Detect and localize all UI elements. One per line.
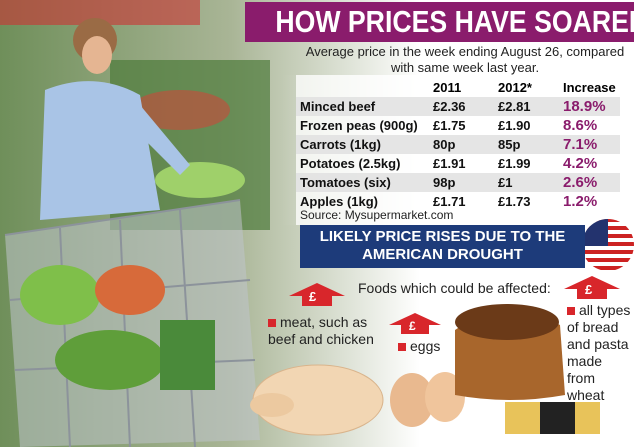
- food-item-text: meat, such as beef and chicken: [268, 314, 374, 347]
- price-cell: £1.90: [498, 118, 531, 133]
- price-cell: £1.91: [433, 156, 466, 171]
- price-cell: £1.73: [498, 194, 531, 209]
- groceries: [95, 265, 165, 315]
- price-cell: £2.36: [429, 97, 494, 116]
- source: Source: Mysupermarket.com: [300, 208, 454, 222]
- cabbage: [20, 265, 100, 325]
- subtitle: Average price in the week ending August …: [305, 44, 625, 75]
- price-cell: £1.75: [433, 118, 466, 133]
- price-cell: 98p: [429, 173, 494, 192]
- table-row: Tomatoes (six) 98p £1 2.6%: [296, 173, 620, 192]
- increase-cell: 7.1%: [559, 135, 620, 154]
- lettuce: [55, 330, 165, 390]
- food-item: all types of bread and pasta made from w…: [567, 302, 633, 404]
- row-label: Carrots (1kg): [296, 135, 429, 154]
- produce: [130, 90, 230, 130]
- table-row: Carrots (1kg) 80p 85p 7.1%: [296, 135, 620, 154]
- arrow: [564, 276, 620, 299]
- header-row: 2011 2012* Increase: [296, 78, 620, 97]
- chicken-leg: [250, 393, 294, 417]
- egg: [390, 373, 434, 427]
- row-label: Potatoes (2.5kg): [300, 156, 401, 171]
- table-row: Apples (1kg) £1.71 £1.73 1.2%: [296, 192, 620, 211]
- row-label: Apples (1kg): [300, 194, 379, 209]
- table-row: Frozen peas (900g) £1.75 £1.90 8.6%: [296, 116, 620, 135]
- price-cell: £2.81: [494, 97, 559, 116]
- pound-icon: £: [309, 289, 317, 304]
- title-text: HOW PRICES HAVE SOARED: [275, 4, 634, 39]
- pound-icon: £: [409, 319, 416, 333]
- food-item: meat, such as beef and chicken: [268, 314, 378, 348]
- row-label: Minced beef: [296, 97, 429, 116]
- table-row: Potatoes (2.5kg) £1.91 £1.99 4.2%: [296, 154, 620, 173]
- column-header: Increase: [563, 80, 616, 95]
- pound-icon: £: [585, 282, 593, 297]
- cucumbers: [160, 320, 215, 390]
- increase-cell: 2.6%: [559, 173, 620, 192]
- arrow: [389, 313, 441, 334]
- woman-arm: [130, 105, 190, 175]
- row-label: Tomatoes (six): [296, 173, 429, 192]
- pasta-label: [540, 402, 575, 434]
- price-cell: £1: [494, 173, 559, 192]
- food-item-text: all types of bread and pasta made from w…: [567, 302, 631, 403]
- food-item: eggs: [398, 338, 440, 355]
- price-cell: 80p: [429, 135, 494, 154]
- table-row: Minced beef £2.36 £2.81 18.9%: [296, 97, 620, 116]
- bread-crust: [455, 304, 559, 340]
- increase-cell: 4.2%: [563, 155, 598, 172]
- price-cell: £1.99: [498, 156, 531, 171]
- arrow: [289, 283, 345, 306]
- woman-cardigan: [40, 81, 160, 220]
- drought-banner: LIKELY PRICE RISES DUE TO THE AMERICAN D…: [300, 225, 585, 268]
- price-cell: 85p: [494, 135, 559, 154]
- price-cell: £1.71: [433, 194, 466, 209]
- produce: [155, 162, 245, 198]
- foods-heading: Foods which could be affected:: [358, 280, 551, 296]
- row-label: Frozen peas (900g): [300, 118, 418, 133]
- column-header: 2011: [433, 80, 462, 95]
- increase-cell: 1.2%: [563, 193, 598, 210]
- us-flag: [582, 219, 634, 271]
- column-header: 2012*: [498, 80, 532, 95]
- food-item-text: eggs: [410, 338, 441, 354]
- increase-cell: 18.9%: [559, 97, 620, 116]
- trolley: [5, 200, 260, 447]
- woman-face: [82, 36, 112, 74]
- increase-cell: 8.6%: [563, 117, 598, 134]
- title: HOW PRICES HAVE SOARED: [245, 2, 634, 42]
- corner: [296, 78, 429, 97]
- price-table: 2011 2012* Increase Minced beef £2.36 £2.8…: [296, 78, 620, 211]
